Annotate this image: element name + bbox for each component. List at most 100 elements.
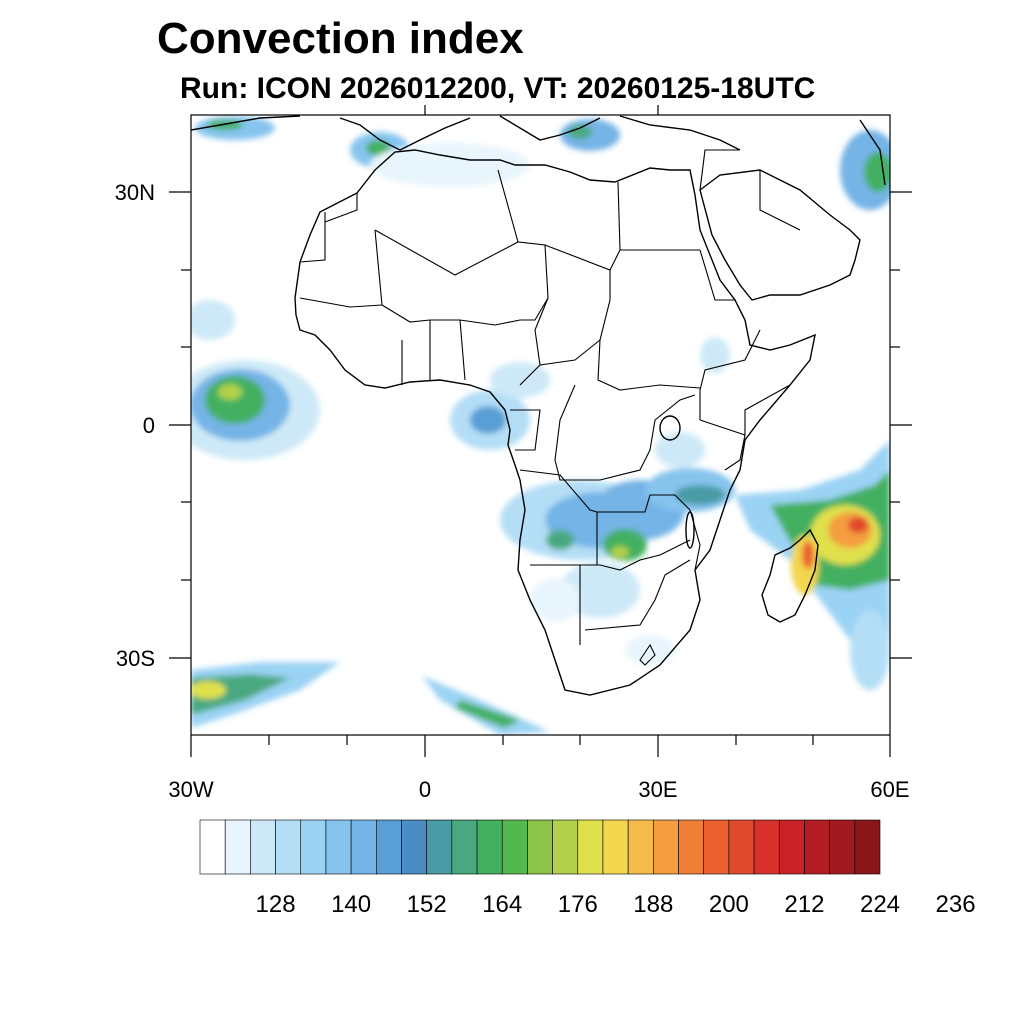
caspian-coastline [859,119,886,186]
border-12 [459,319,466,381]
europe-south-coastline [339,117,471,151]
border-2 [324,193,358,223]
colorbar-swatch [854,819,881,875]
chart-subtitle: Run: ICON 2026012200, VT: 20260125-18UTC [180,72,816,105]
axis-ticks [169,105,912,757]
madagascar-coastline [761,528,819,623]
border-27 [699,149,740,191]
field-indian-red [848,517,868,533]
field-tanzania-core [675,485,725,505]
colorbar-label: 200 [709,891,749,918]
border-18 [597,494,691,513]
colorbar-swatch [804,819,830,875]
field-ethiopia-light [700,337,730,373]
colorbar-swatch [501,819,528,875]
field-southatl-central-outer [422,676,550,735]
colorbar-label: 188 [633,891,673,918]
border-23 [699,329,761,420]
field-sahara-light [370,143,530,187]
field-madagascar-east-core [802,541,814,569]
field-med-central-core [366,140,390,156]
border-22 [699,384,791,436]
field-atlantic-north [191,300,235,340]
colorbar-swatch [224,819,251,875]
border-21 [689,509,701,571]
colorbar-swatch [451,819,478,875]
field-indian-south [850,610,890,690]
colorbar-swatch [350,819,377,875]
border-24 [724,434,746,471]
colorbar-label: 236 [936,891,976,918]
colorbar-swatch [678,819,705,875]
field-west-africa-light [490,362,550,398]
border-1 [299,212,326,263]
xtick-label-30e: 30E [638,777,677,802]
field-lakes-light [655,432,705,468]
xtick-label-0: 0 [419,777,431,802]
border-9 [519,297,549,386]
colorbar-swatch [602,819,629,875]
arabia-coastline [699,169,861,301]
border-20 [584,559,691,631]
colorbar-swatch [250,819,276,875]
border-6 [544,181,621,271]
field-arabia-core [864,152,890,192]
colorbar-swatch [778,819,805,875]
colorbar-swatch [300,819,327,875]
xtick-label-30w: 30W [168,777,213,802]
xtick-label-60e: 60E [870,777,909,802]
colorbar: 128 140 152 164 176 188 200 212 224 236 [199,819,976,918]
field-guinea-core [470,406,506,434]
border-5 [497,169,519,243]
colorbar-swatch [401,819,427,875]
field-atlantic-core [218,384,242,400]
field-med-east-core [568,125,592,139]
colorbar-swatch [476,819,503,875]
colorbar-swatch [753,819,780,875]
balkans-coastline [499,115,601,141]
border-8 [597,270,701,391]
border-15 [510,409,541,451]
turkey-coastline [619,115,741,151]
colorbar-label: 164 [482,891,522,918]
field-kasai-core [546,530,574,550]
border-4 [374,229,549,326]
colorbar-label: 152 [407,891,447,918]
field-zambia-peak [611,546,629,558]
colorbar-swatch [829,819,856,875]
chart-title: Convection index [157,14,524,63]
border-17 [530,539,691,571]
ytick-label-30s: 30S [116,646,155,671]
colorbar-swatch [527,819,553,875]
colorbar-swatch [577,819,604,875]
iberia-coastline [191,115,301,131]
border-16 [519,469,598,565]
colorbar-swatch [552,819,579,875]
colorbar-swatch [325,819,352,875]
colorbar-swatch [627,819,654,875]
lake-malawi [685,511,695,549]
convection-field [191,116,890,735]
border-3 [299,229,383,308]
border-28 [639,643,656,666]
colorbar-swatch [703,819,730,875]
field-southatl-west-core [191,681,226,699]
lake-victoria [659,415,681,441]
border-13 [539,339,601,366]
map-frame: 30W 0 30E 60E 30N 0 30S [115,105,912,802]
ytick-label-0: 0 [143,413,155,438]
colorbar-swatch [728,819,755,875]
field-atlantic-green [205,376,265,424]
colorbar-label: 224 [860,891,900,918]
colorbar-swatch [275,819,302,875]
field-namibia-light [530,578,580,622]
border-26 [759,170,801,231]
colorbar-swatch [375,819,402,875]
colorbar-label: 140 [331,891,371,918]
country-borders [299,149,801,666]
colorbar-swatch [199,819,226,875]
colorbar-swatch [426,819,453,875]
border-25 [699,249,735,301]
border-14 [554,384,696,481]
